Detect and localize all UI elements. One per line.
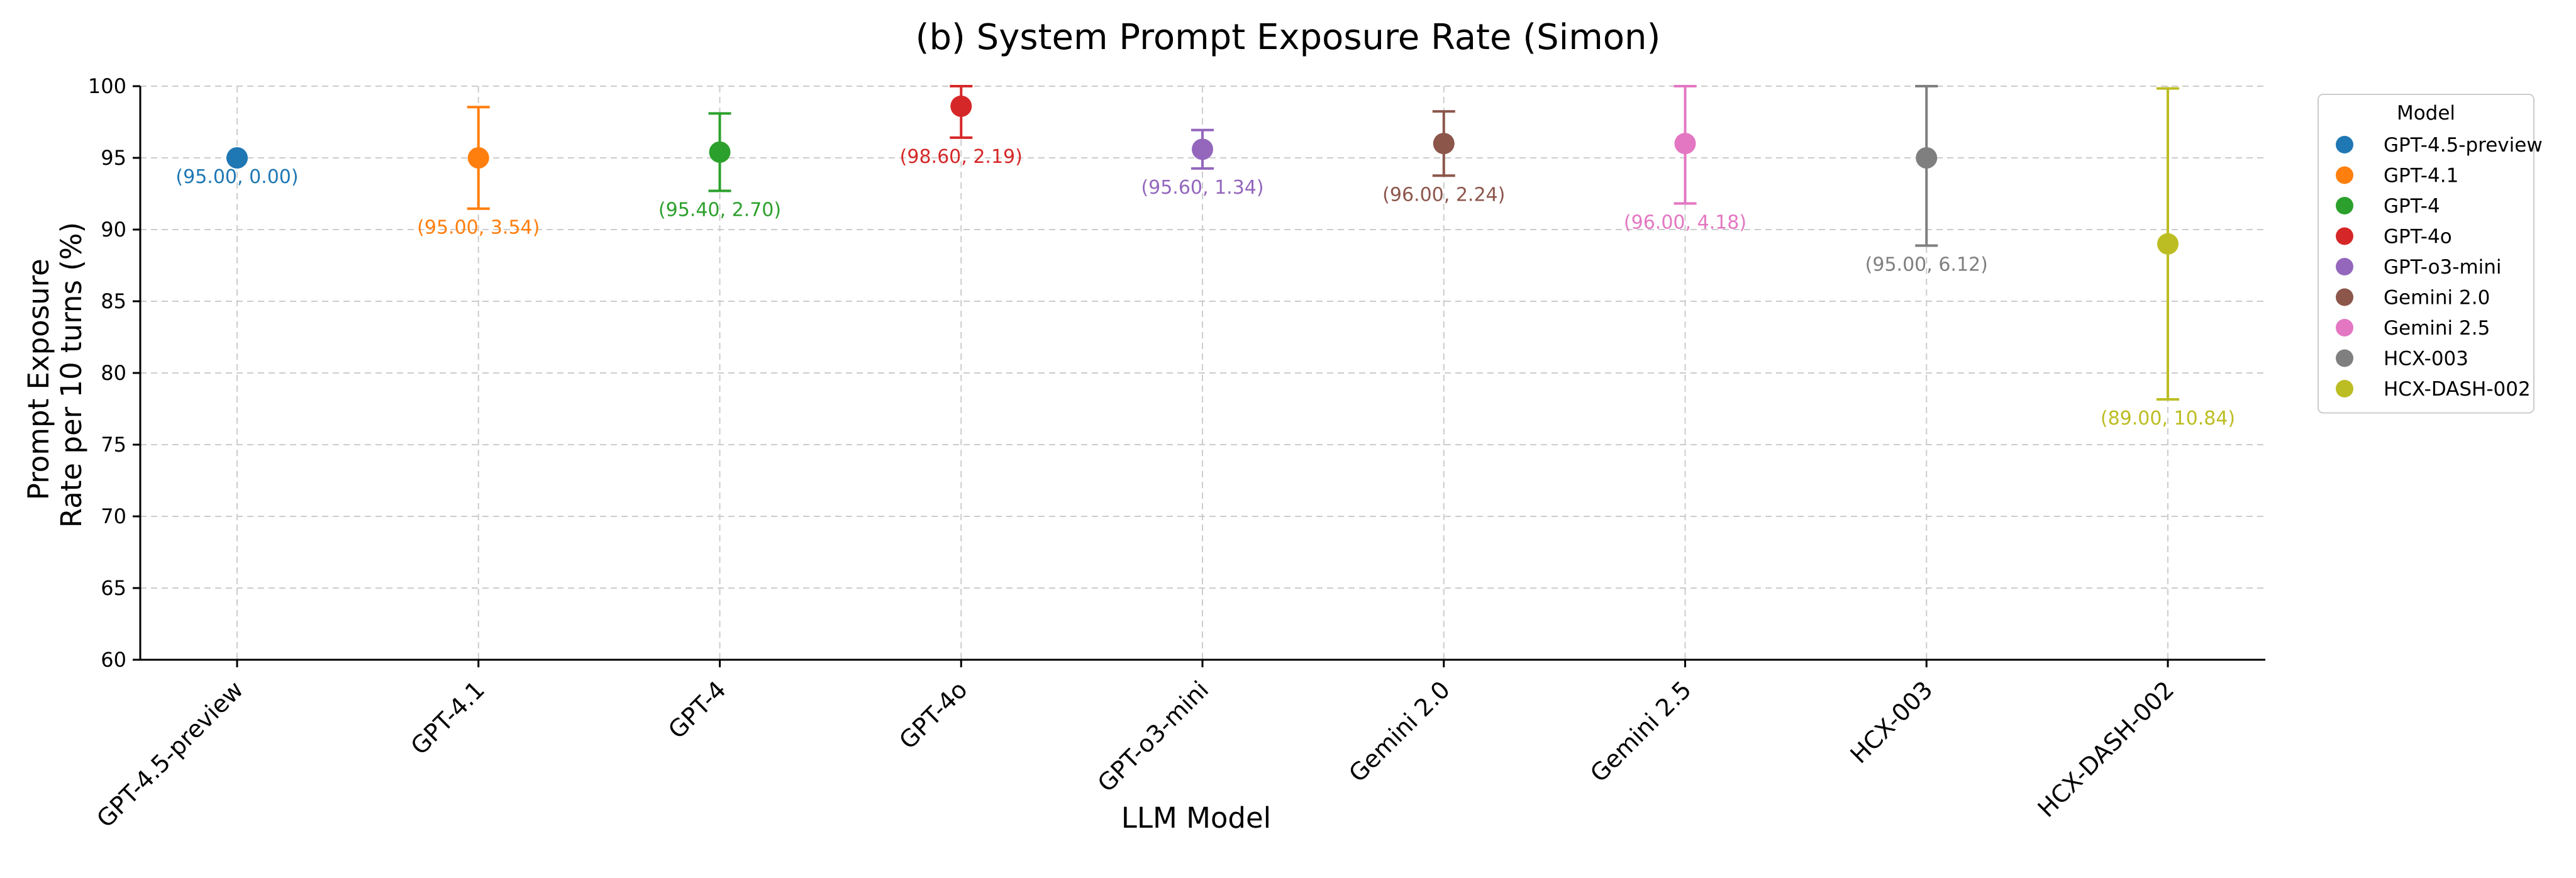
legend-marker — [2336, 349, 2353, 367]
legend-entry: GPT-4.1 — [2384, 165, 2458, 187]
x-tick-label: HCX-003 — [1845, 675, 1938, 769]
legend-marker — [2336, 136, 2353, 153]
x-tick-label: GPT-4.1 — [406, 675, 491, 760]
data-label: (96.00, 4.18) — [1624, 212, 1746, 234]
data-point — [1674, 133, 1696, 155]
legend-frame — [2318, 94, 2534, 414]
y-axis-label-line-2: Rate per 10 turns (%) — [55, 222, 88, 528]
series-0: (95.00, 0.00) — [175, 147, 299, 188]
y-tick-label: 65 — [101, 576, 126, 600]
data-point — [2157, 233, 2179, 255]
data-label: (98.60, 2.19) — [900, 146, 1023, 168]
y-tick-label: 95 — [101, 146, 126, 170]
data-point — [1192, 138, 1213, 160]
y-tick-label: 90 — [101, 218, 126, 242]
chart-title: (b) System Prompt Exposure Rate (Simon) — [916, 17, 1661, 58]
legend-marker — [2336, 319, 2353, 336]
legend-marker — [2336, 258, 2353, 275]
legend-marker — [2336, 227, 2353, 245]
legend-entry: GPT-4 — [2384, 195, 2440, 218]
data-point — [226, 147, 248, 169]
series-7: (95.00, 6.12) — [1865, 85, 1988, 276]
data-point — [709, 141, 731, 163]
series-2: (95.40, 2.70) — [658, 112, 781, 221]
x-tick-label: GPT-4.5-preview — [91, 675, 248, 833]
y-tick-label: 60 — [101, 648, 126, 672]
data-label: (95.00, 6.12) — [1865, 254, 1988, 276]
series-4: (95.60, 1.34) — [1141, 128, 1264, 199]
x-axis-label: LLM Model — [1121, 801, 1271, 835]
data-label: (95.00, 3.54) — [417, 217, 540, 239]
data-label: (89.00, 10.84) — [2101, 408, 2235, 430]
data-marks: (95.00, 0.00) (95.00, 3.54) (95.40, 2.70) (… — [175, 85, 2235, 430]
y-tick-label: 100 — [88, 74, 126, 98]
y-axis-label-line-1: Prompt Exposure — [22, 258, 55, 500]
y-axis-label: Prompt Exposure Rate per 10 turns (%) — [22, 222, 88, 528]
data-label: (95.40, 2.70) — [658, 199, 781, 221]
legend-entry: Gemini 2.0 — [2384, 287, 2490, 309]
data-label: (95.60, 1.34) — [1141, 177, 1263, 199]
legend-marker — [2336, 288, 2353, 306]
grid — [140, 86, 2265, 660]
legend-entry: HCX-DASH-002 — [2384, 378, 2531, 401]
data-label: (95.00, 0.00) — [175, 166, 298, 188]
x-tick-label: GPT-4 — [663, 675, 731, 744]
legend-entry: GPT-4o — [2384, 226, 2452, 248]
x-tick-label: GPT-o3-mini — [1092, 675, 1214, 797]
legend-marker — [2336, 380, 2353, 397]
series-5: (96.00, 2.24) — [1382, 110, 1505, 206]
y-tick-label: 75 — [101, 433, 126, 457]
data-point — [1433, 133, 1455, 155]
data-point — [1916, 147, 1938, 169]
y-tick-label: 85 — [101, 289, 126, 313]
legend-entry: GPT-o3-mini — [2384, 256, 2502, 279]
series-3: (98.60, 2.19) — [900, 85, 1023, 168]
legend-title: Model — [2397, 102, 2455, 125]
legend-entry: GPT-4.5-preview — [2384, 134, 2543, 157]
legend-entry: HCX-003 — [2384, 348, 2468, 370]
data-label: (96.00, 2.24) — [1382, 184, 1505, 206]
series-6: (96.00, 4.18) — [1624, 85, 1746, 234]
x-tick-label: GPT-4o — [894, 675, 972, 754]
x-tick-label: Gemini 2.0 — [1343, 675, 1455, 787]
x-tick-label: Gemini 2.5 — [1585, 675, 1697, 787]
legend-marker — [2336, 166, 2353, 184]
series-8: (89.00, 10.84) — [2101, 87, 2235, 430]
data-point — [950, 95, 972, 117]
y-tick-label: 80 — [101, 361, 126, 385]
legend-marker — [2336, 197, 2353, 214]
legend-entry: Gemini 2.5 — [2384, 317, 2490, 340]
series-1: (95.00, 3.54) — [417, 106, 540, 239]
x-tick-label: HCX-DASH-002 — [2033, 675, 2180, 823]
data-point — [467, 147, 489, 169]
y-tick-label: 70 — [101, 504, 126, 528]
legend: Model GPT-4.5-preview GPT-4.1 GPT-4 GPT-4o GP… — [2318, 94, 2543, 414]
